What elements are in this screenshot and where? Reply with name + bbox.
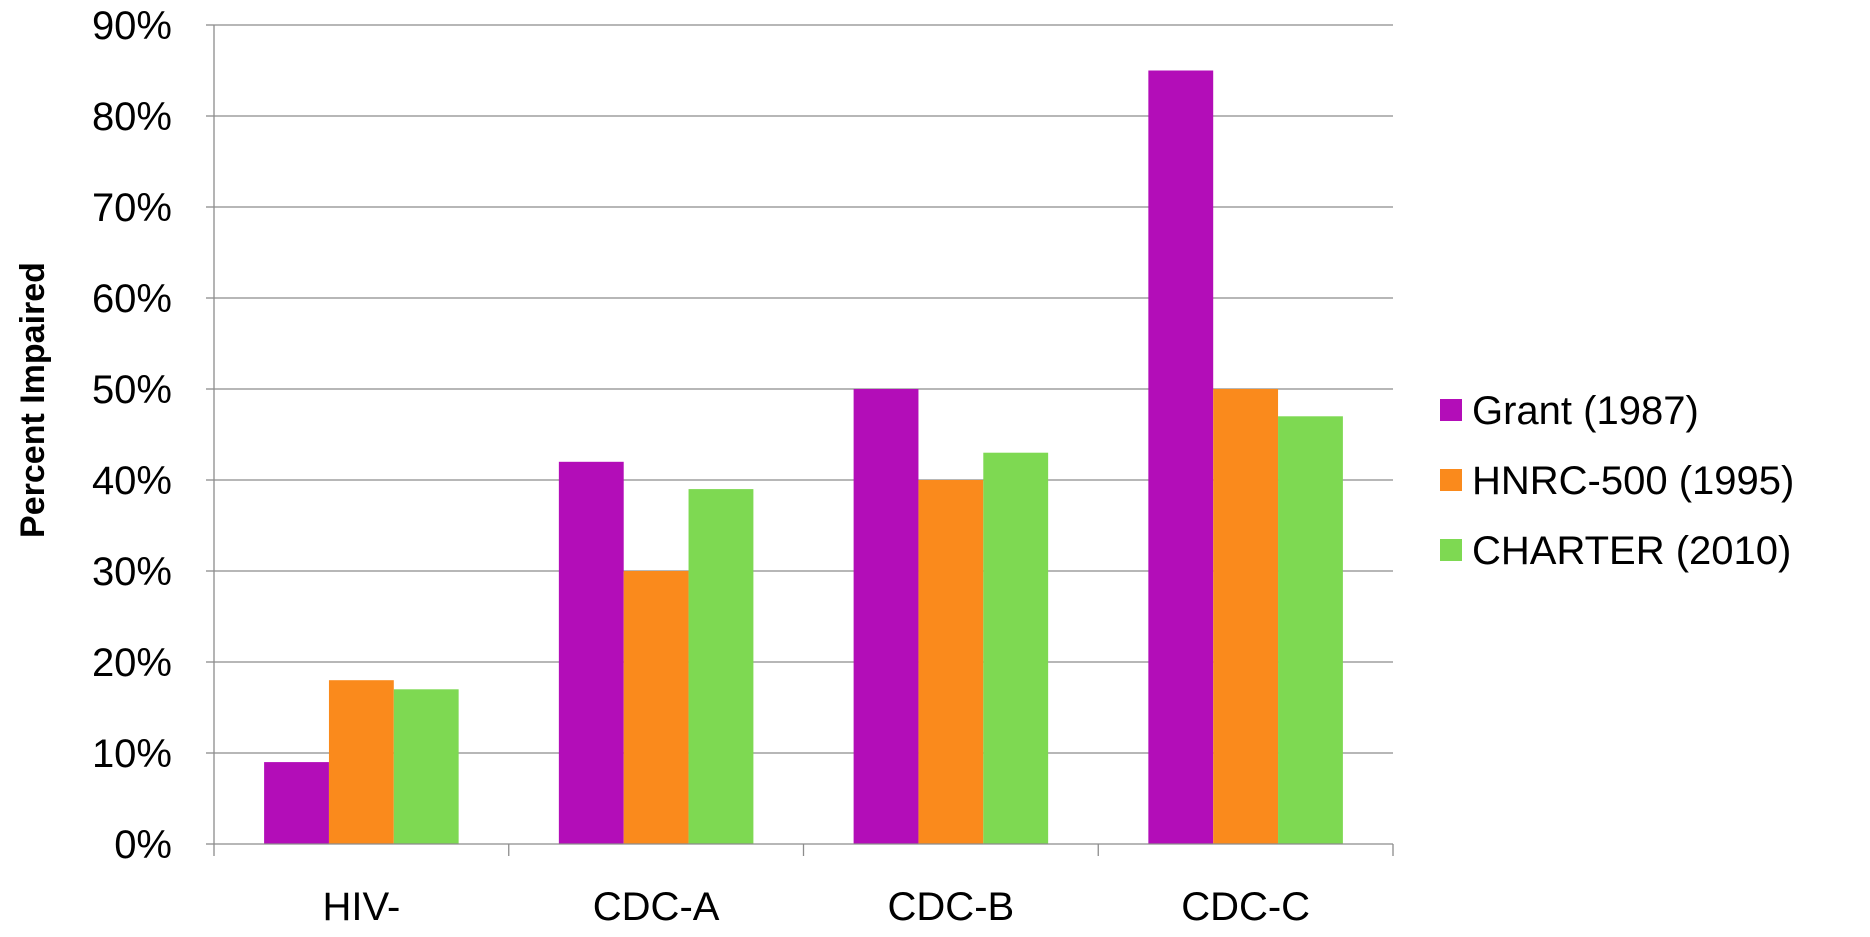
bar-cdcb-series-3: [983, 452, 1049, 844]
y-tick-label: 60%: [92, 277, 172, 321]
y-tick-label: 20%: [92, 641, 172, 685]
y-tick-labels: 0% 10% 20% 30% 40% 50% 60% 70% 80% 90%: [92, 4, 172, 867]
y-tick-label: 50%: [92, 368, 172, 412]
bar-hiv-series-1: [264, 762, 329, 844]
bar-cdcc-series-3: [1278, 416, 1343, 844]
bar-cdcb-series-2: [918, 480, 984, 844]
bar-cdcc-series-1: [1148, 70, 1214, 844]
legend-label: HNRC-500 (1995): [1472, 459, 1794, 503]
x-tick-labels: HIV- CDC-A CDC-B CDC-C: [322, 885, 1310, 929]
gridlines: [214, 24, 1393, 754]
bar-hiv-series-2: [328, 680, 394, 844]
y-tick-label: 70%: [92, 186, 172, 230]
bar-cdca-series-2: [623, 571, 689, 844]
legend-label: CHARTER (2010): [1472, 529, 1791, 573]
legend-swatch: [1440, 469, 1462, 491]
y-tick-label: 10%: [92, 732, 172, 776]
x-axis: [206, 24, 1394, 856]
legend-label: Grant (1987): [1472, 389, 1699, 433]
y-tick-label: 80%: [92, 95, 172, 139]
bar-cdca-series-1: [558, 461, 624, 844]
y-tick-label: 90%: [92, 4, 172, 48]
y-axis-label: Percent Impaired: [14, 262, 52, 538]
x-tick-label: CDC-B: [888, 885, 1015, 929]
bars: [264, 70, 1343, 844]
legend-swatch: [1440, 399, 1462, 421]
x-tick-label: CDC-C: [1181, 885, 1310, 929]
legend: Grant (1987) HNRC-500 (1995) CHARTER (2010…: [1440, 389, 1794, 573]
y-tick-label: 40%: [92, 459, 172, 503]
bar-cdcb-series-1: [853, 389, 919, 844]
x-tick-label: HIV-: [322, 885, 400, 929]
x-tick-label: CDC-A: [593, 885, 720, 929]
bar-hiv-series-3: [393, 689, 459, 844]
y-tick-label: 30%: [92, 550, 172, 594]
bar-cdcc-series-2: [1213, 389, 1279, 844]
bar-cdca-series-3: [688, 489, 754, 844]
legend-swatch: [1440, 539, 1462, 561]
y-tick-label: 0%: [114, 823, 172, 867]
